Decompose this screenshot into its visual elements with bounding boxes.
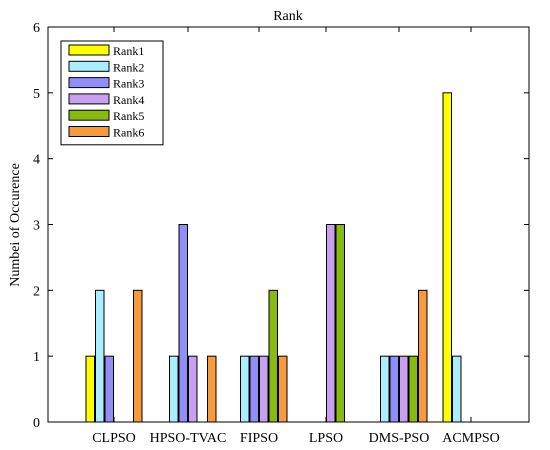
bar-rank5-lpso [335, 224, 345, 423]
bar-rank3-fipso [249, 355, 259, 423]
bar-rank4-fipso [259, 355, 269, 423]
y-axis-ticks: 0 1 2 3 4 5 6 [33, 21, 529, 431]
y-tick-label: 3 [33, 219, 40, 234]
bar-rank3-dms-pso [389, 355, 399, 423]
legend-label-rank5: Rank5 [113, 109, 144, 123]
bar-rank3-hpso-tvac [178, 224, 188, 423]
x-axis-ticks: CLPSO HPSO-TVAC FIPSO LPSO DMS-PSO ACMPSO [92, 27, 500, 446]
bar-rank4-dms-pso [399, 355, 409, 423]
bar-rank6-hpso-tvac [207, 355, 217, 423]
y-tick-label: 1 [33, 350, 40, 365]
legend-label-rank3: Rank3 [113, 77, 144, 91]
bar-rank2-clpso [95, 289, 105, 423]
bar-rank5-fipso [268, 289, 278, 423]
legend-label-rank6: Rank6 [113, 126, 144, 140]
y-tick-label: 6 [33, 21, 40, 36]
legend-swatch-rank3 [68, 77, 110, 89]
x-tick-label: CLPSO [92, 431, 136, 446]
legend-swatch-rank5 [68, 109, 110, 121]
legend-swatch-rank1 [68, 44, 110, 56]
x-tick-label: ACMPSO [442, 431, 500, 446]
x-tick-label: FIPSO [240, 431, 278, 446]
bar-rank2-fipso [240, 355, 250, 423]
bar-rank3-clpso [104, 355, 114, 423]
x-tick-label: LPSO [309, 431, 343, 446]
y-tick-label: 0 [33, 416, 40, 431]
legend-swatch-rank4 [68, 93, 110, 105]
legend: Rank1 Rank2 Rank3 Rank4 Rank5 Rank6 [60, 40, 164, 146]
y-tick-label: 5 [33, 87, 40, 102]
bar-rank5-dms-pso [408, 355, 418, 423]
legend-swatch-rank6 [68, 126, 110, 137]
legend-label-rank4: Rank4 [113, 93, 144, 107]
bar-rank4-hpso-tvac [188, 355, 198, 423]
bar-rank6-clpso [133, 289, 143, 423]
bar-rank1-acmpso [442, 92, 452, 423]
legend-label-rank1: Rank1 [113, 44, 144, 58]
x-tick-label: HPSO-TVAC [150, 431, 227, 446]
y-tick-label: 4 [33, 153, 40, 168]
y-axis-label: Numbei of Occurence [8, 163, 23, 287]
x-tick-label: DMS-PSO [369, 431, 430, 446]
bar-rank1-clpso [85, 355, 95, 423]
bars-layer [85, 92, 462, 423]
bar-rank2-acmpso [452, 355, 462, 423]
bar-rank2-hpso-tvac [169, 355, 179, 423]
y-tick-label: 2 [33, 284, 40, 299]
bar-rank2-dms-pso [380, 355, 390, 423]
bar-rank6-dms-pso [418, 289, 428, 423]
chart-title: Rank [273, 9, 303, 24]
legend-swatch-rank2 [68, 60, 110, 72]
bar-rank4-lpso [326, 224, 336, 423]
legend-label-rank2: Rank2 [113, 60, 144, 74]
bar-rank6-fipso [278, 355, 288, 423]
